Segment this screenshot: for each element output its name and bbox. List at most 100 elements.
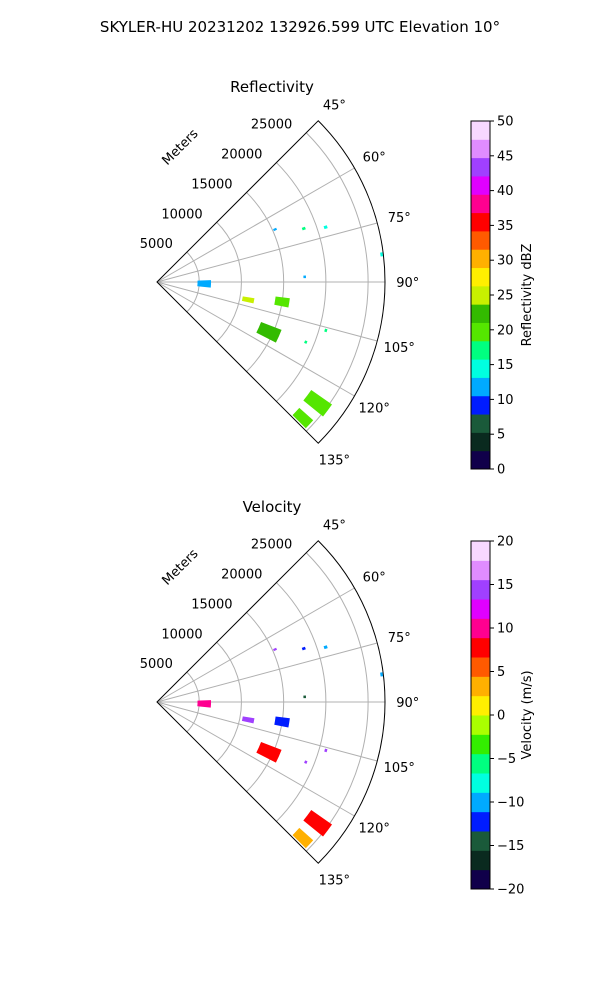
echo-cell [380, 672, 384, 677]
azimuth-spoke [156, 281, 355, 397]
colorbar-segment [471, 618, 490, 639]
colorbar: 0 5 10 15 20 25 30 35 40 45 50 Reflectivity dBZ [470, 115, 535, 478]
radial-axis-label: Meters [160, 126, 202, 168]
colorbar-segment [471, 676, 490, 697]
colorbar: −20 −15 −10 −5 0 5 10 15 20 Velocity (m/s) [470, 535, 535, 898]
azimuth-tick-label: 135° [319, 453, 350, 468]
azimuth-tick-label: 105° [384, 341, 415, 356]
echo-cell [304, 760, 308, 764]
colorbar-segment [471, 212, 490, 232]
azimuth-spoke [156, 701, 355, 817]
echo-cell [303, 810, 333, 837]
azimuth-tick-label: 75° [388, 631, 411, 646]
colorbar-segment [471, 850, 490, 871]
colorbar-segment [471, 340, 490, 360]
colorbar-segment [471, 450, 490, 470]
echo-cell [303, 390, 333, 417]
colorbar-tick-label: 10 [497, 622, 514, 637]
colorbar-segment [471, 637, 490, 658]
azimuth-spoke [156, 701, 378, 762]
echo-cell [324, 328, 328, 333]
colorbar-segment [471, 414, 490, 433]
sector-outline [156, 120, 386, 444]
colorbar-segment [471, 869, 490, 890]
colorbar-tick-label: 15 [497, 578, 514, 593]
azimuth-tick-label: 90° [396, 276, 419, 291]
colorbar-segment [471, 267, 490, 287]
echo-cell [301, 646, 306, 651]
colorbar-segment [471, 395, 490, 415]
colorbar-segment [471, 811, 490, 832]
colorbar-segment [471, 831, 490, 851]
colorbar-segment [471, 249, 490, 269]
echo-cell [380, 252, 384, 257]
colorbar-tick-label: 40 [497, 184, 514, 199]
colorbar-segment [471, 715, 490, 735]
radial-tick-label: 15000 [191, 597, 232, 612]
azimuth-tick-label: 60° [363, 571, 386, 586]
radial-tick-label: 10000 [161, 207, 202, 222]
echo-cell [323, 225, 328, 230]
echo-cell [274, 296, 290, 308]
colorbar-label: Reflectivity dBZ [520, 244, 535, 347]
colorbar-tick-label: 5 [497, 665, 505, 680]
colorbar-tick-label: 5 [497, 428, 505, 443]
colorbar-segment [471, 157, 490, 177]
echo-cell [301, 226, 306, 231]
azimuth-spoke [156, 167, 355, 283]
panel-title: Reflectivity [230, 78, 314, 96]
colorbar-segment [471, 541, 490, 561]
colorbar-tick-label: −20 [497, 883, 524, 898]
colorbar-tick-label: 15 [497, 358, 514, 373]
figure-suptitle: SKYLER-HU 20231202 132926.599 UTC Elevat… [100, 18, 500, 36]
colorbar-segment [471, 599, 490, 619]
colorbar-segment [471, 734, 490, 755]
colorbar-tick-label: −15 [497, 839, 524, 854]
colorbar-tick-label: −10 [497, 796, 524, 811]
colorbar-segment [471, 377, 490, 397]
azimuth-tick-label: 45° [323, 519, 346, 534]
colorbar-tick-label: 0 [497, 463, 505, 478]
azimuth-spoke [156, 642, 378, 703]
colorbar-segment [471, 121, 490, 140]
echo-cell [197, 700, 212, 708]
colorbar-tick-label: 30 [497, 254, 514, 269]
azimuth-tick-label: 120° [359, 821, 390, 836]
radial-axis-label: Meters [160, 546, 202, 588]
colorbar-segment [471, 139, 490, 159]
colorbar-segment [471, 657, 490, 677]
azimuth-spoke [156, 222, 378, 283]
colorbar-segment [471, 579, 490, 600]
colorbar-segment [471, 792, 490, 813]
azimuth-tick-label: 45° [323, 99, 346, 114]
echo-cell [273, 227, 278, 232]
colorbar-segment [471, 175, 490, 195]
colorbar-tick-label: 10 [497, 393, 514, 408]
colorbar-tick-label: 20 [497, 535, 514, 550]
radial-tick-label: 20000 [221, 148, 262, 163]
echo-cell [256, 741, 282, 763]
colorbar-segment [471, 359, 490, 378]
panels: Reflectivity 5000 10000 15000 20000 25000 Mete… [140, 78, 535, 898]
echo-cell [256, 321, 282, 343]
colorbar-tick-label: 50 [497, 115, 514, 130]
echo-cell [274, 716, 290, 728]
radial-tick-label: 15000 [191, 177, 232, 192]
radial-tick-label: 25000 [251, 118, 292, 133]
panel-reflectivity: Reflectivity 5000 10000 15000 20000 25000 Mete… [140, 78, 535, 478]
echo-cell [292, 407, 314, 429]
echo-cell [241, 296, 255, 304]
panel-title: Velocity [243, 498, 302, 516]
azimuth-spoke [156, 587, 355, 703]
colorbar-tick-label: 20 [497, 323, 514, 338]
colorbar-segment [471, 560, 490, 581]
radial-tick-label: 20000 [221, 568, 262, 583]
radial-tick-label: 5000 [140, 237, 173, 252]
azimuth-tick-label: 135° [319, 873, 350, 888]
echo-cell [292, 827, 314, 849]
colorbar-segment [471, 285, 490, 305]
colorbar-segment [471, 304, 490, 323]
echo-cell [304, 340, 308, 344]
colorbar-segment [471, 322, 490, 342]
